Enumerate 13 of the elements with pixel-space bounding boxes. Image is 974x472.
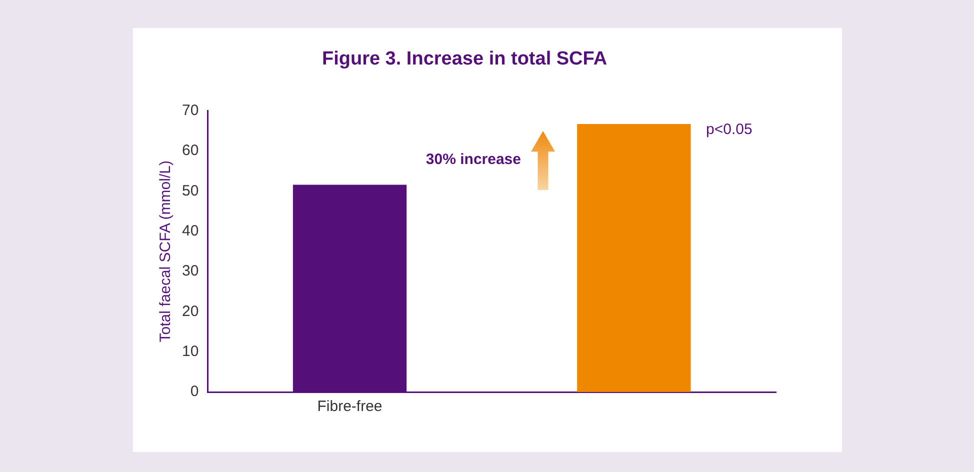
y-axis-title: Total faecal SCFA (mmol/L) xyxy=(157,160,174,342)
chart-title: Figure 3. Increase in total SCFA xyxy=(322,48,608,70)
y-tick-label: 20 xyxy=(182,302,199,320)
y-tick-label: 30 xyxy=(182,262,199,280)
y-tick-label: 50 xyxy=(182,182,199,200)
annotation: p<0.05 xyxy=(706,121,752,138)
y-tick-label: 60 xyxy=(182,142,199,160)
y-tick-label: 10 xyxy=(182,342,199,360)
x-tick-label: Fibre-free xyxy=(317,398,382,416)
y-tick-label: 40 xyxy=(182,222,199,240)
annotation: 30% increase xyxy=(426,151,521,168)
y-tick-label: 0 xyxy=(190,383,199,400)
y-tick-label: 70 xyxy=(182,102,199,119)
